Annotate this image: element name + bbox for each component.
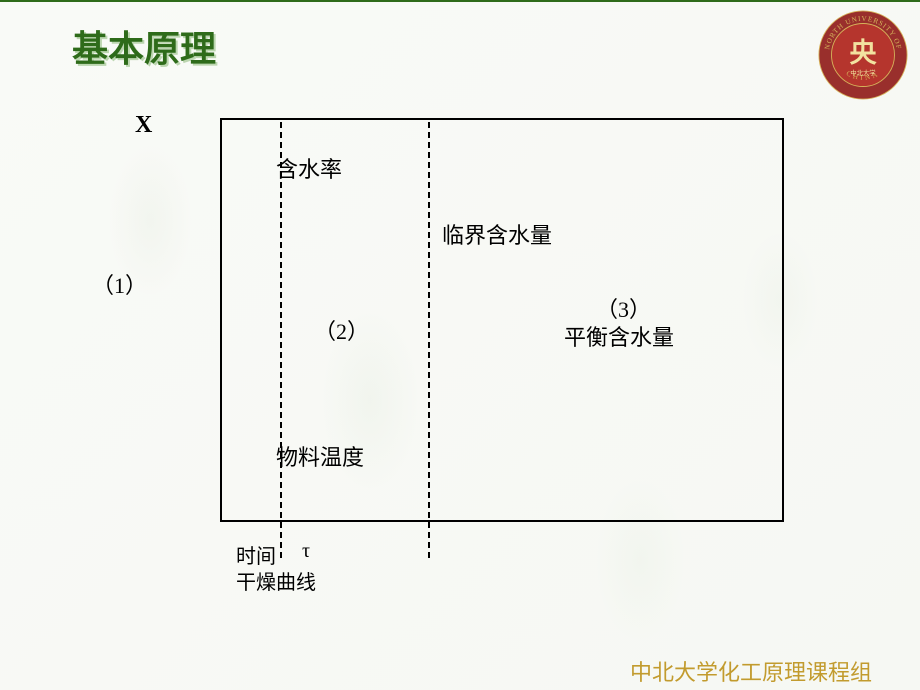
slide-title: 基本原理 [72,20,216,72]
label-hanshuilv: 含水率 [276,152,342,184]
slide-footer: 中北大学化工原理课程组 [630,655,872,687]
axis-x-tau-label: τ [302,540,310,563]
university-logo-svg: NORTH UNIVERSITY OF CHINA 央 中北大学 [818,10,908,100]
svg-text:中北大学: 中北大学 [850,68,875,77]
chart-divider-2 [428,122,430,558]
label-pingheng: 平衡含水量 [564,320,674,352]
university-logo: NORTH UNIVERSITY OF CHINA 央 中北大学 [818,10,908,100]
label-wuliao-wendu: 物料温度 [276,440,364,472]
slide-top-separator [0,0,920,2]
axis-y-label: X [135,112,152,139]
label-linjie: 临界含水量 [442,218,552,250]
svg-text:央: 央 [850,38,878,68]
label-region-1: （1） [92,268,147,300]
slide: 基本原理 NORTH UNIVERSITY OF CHINA 央 中北大学 X … [0,0,920,690]
chart-divider-1 [280,122,282,558]
axis-x-caption: 干燥曲线 [236,566,316,595]
axis-x-time-label: 时间 [236,540,276,569]
label-region-2: （2） [314,314,369,346]
